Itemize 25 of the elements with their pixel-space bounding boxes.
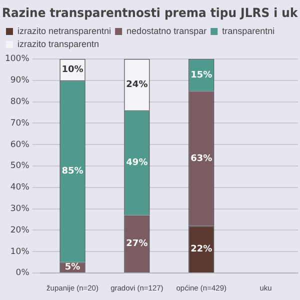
- legend-label: izrazito transparentn: [18, 38, 100, 49]
- y-tick-label: 20%: [10, 225, 30, 236]
- text: 49%: [126, 158, 148, 168]
- y-tick-label: 80%: [10, 97, 30, 108]
- y-tick-label: 70%: [10, 118, 30, 128]
- y-tick-label: 50%: [10, 161, 30, 172]
- text: 24%: [126, 80, 148, 90]
- text: 63%: [190, 154, 212, 164]
- y-tick-label: 90%: [10, 76, 30, 86]
- y-tick-label: 0%: [16, 268, 30, 278]
- y-tick-label: 100%: [4, 54, 30, 64]
- legend-label: transparentni: [222, 26, 275, 36]
- text: 22%: [190, 244, 212, 255]
- text: 15%: [190, 70, 212, 80]
- chart-title: Razine transparentnosti prema tipu JLRS i uk: [2, 5, 299, 20]
- text: 85%: [62, 166, 84, 177]
- text: 10%: [62, 65, 84, 76]
- legend-label: izrazito netransparentni: [18, 26, 112, 36]
- y-tick-label: 40%: [10, 182, 30, 193]
- legend-label: nedostatno transpar: [126, 26, 207, 36]
- text: 27%: [126, 239, 148, 250]
- y-tick-label: 30%: [10, 204, 30, 214]
- y-tick-label: 60%: [10, 140, 30, 150]
- y-tick-label: 10%: [10, 246, 30, 257]
- text: 5%: [64, 262, 80, 273]
